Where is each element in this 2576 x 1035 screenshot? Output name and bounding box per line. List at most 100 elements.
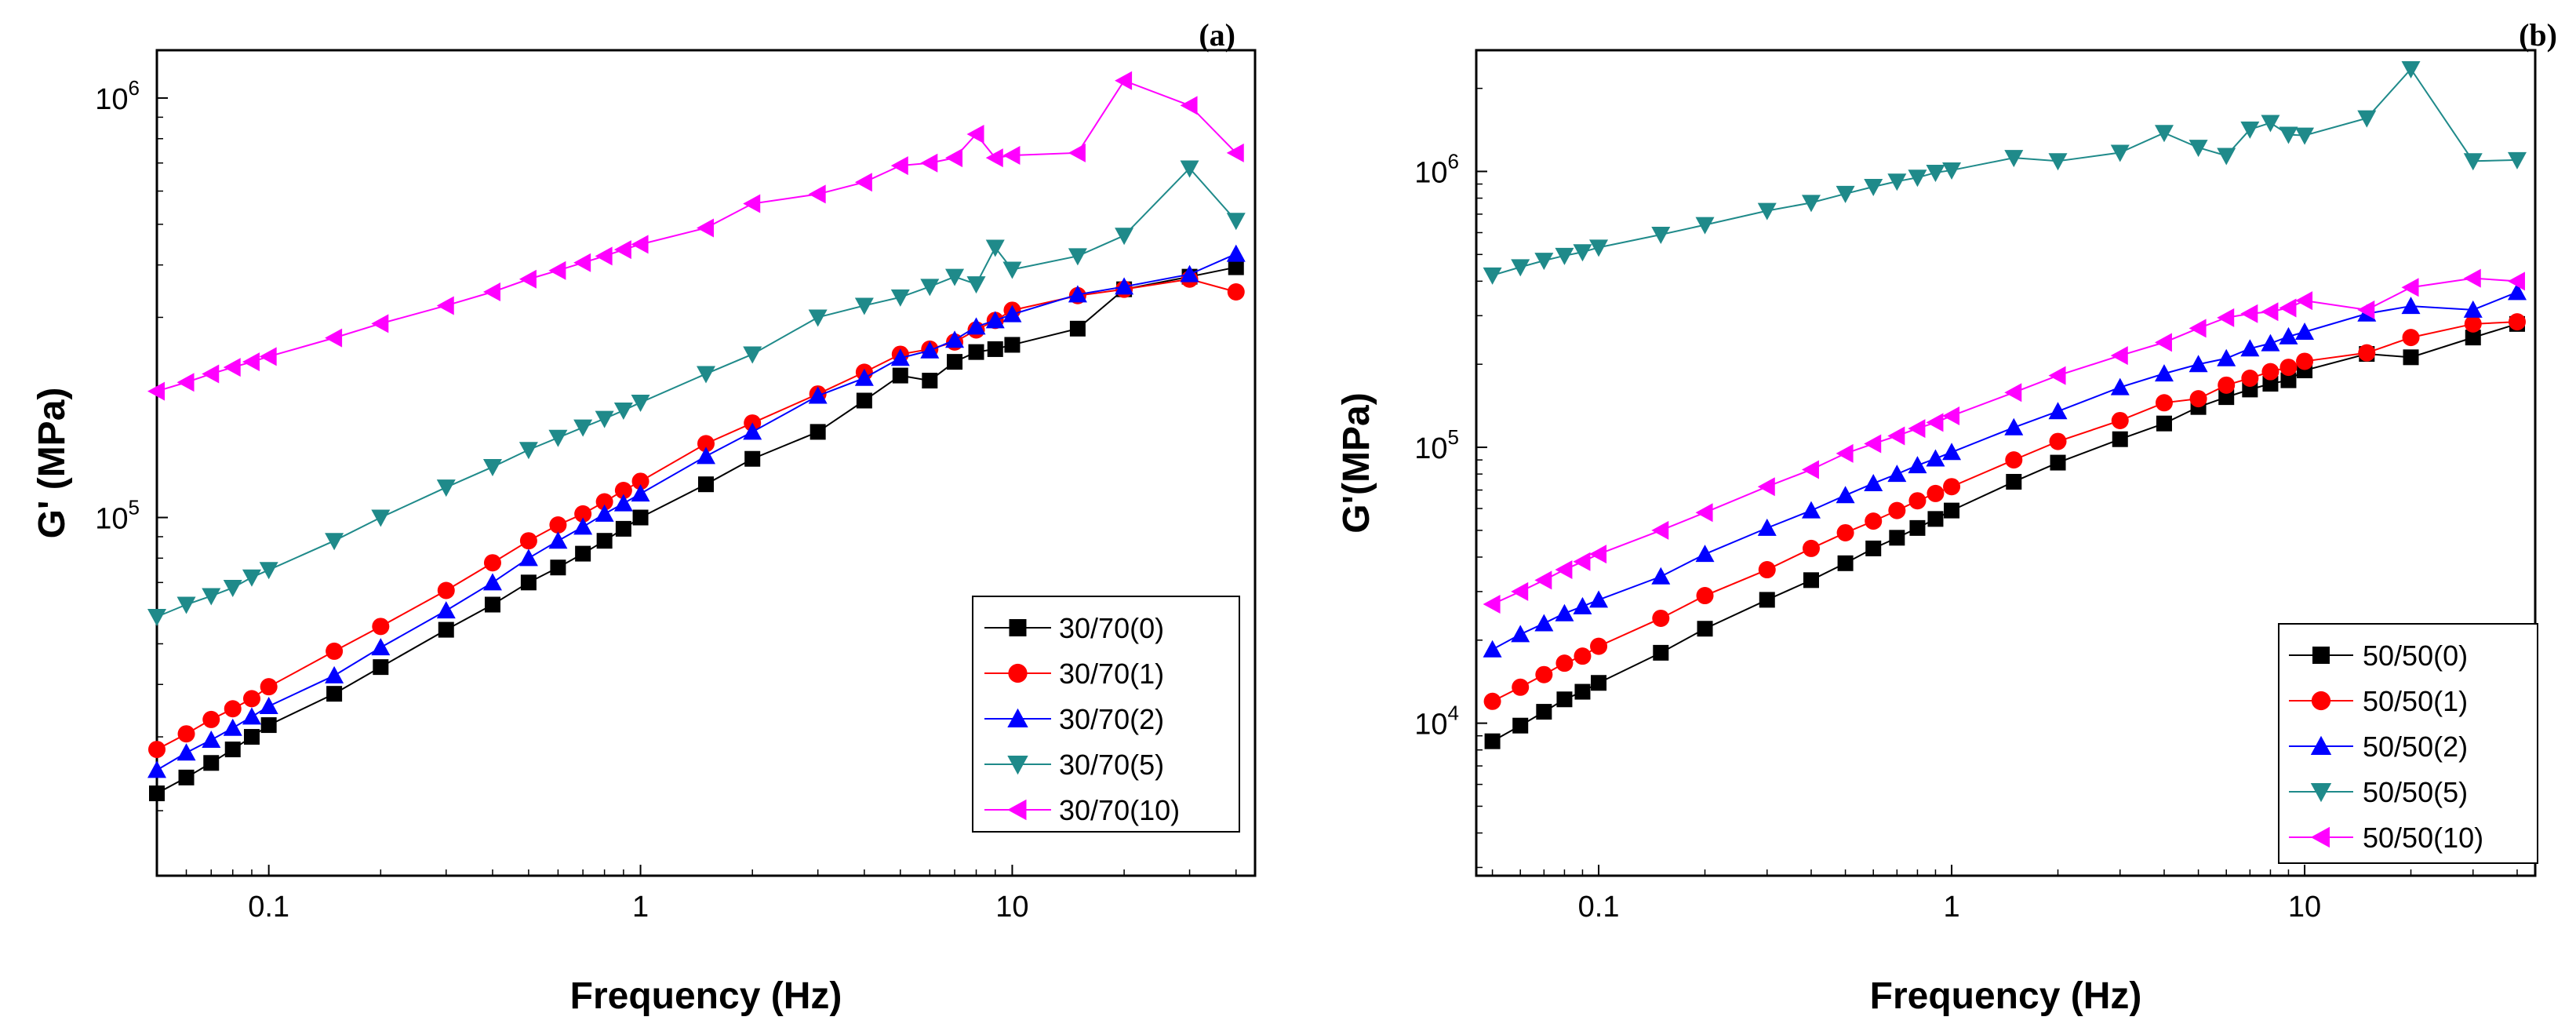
data-point: [1801, 460, 1819, 479]
data-point: [1908, 492, 1927, 510]
data-point: [985, 311, 1005, 329]
y-tick-label: 105: [95, 496, 140, 536]
legend-marker: [1008, 663, 1028, 683]
data-point: [1944, 502, 1960, 519]
data-point: [2261, 363, 2279, 381]
data-point: [1534, 614, 1554, 632]
y-tick-label: 106: [95, 76, 140, 116]
data-point: [1651, 567, 1671, 585]
data-point: [920, 279, 940, 297]
data-point: [892, 367, 908, 384]
data-point: [1068, 248, 1087, 266]
series-line: [1492, 277, 2518, 605]
data-point: [483, 554, 501, 572]
y-tick-label: 104: [1414, 702, 1459, 742]
data-point: [596, 533, 613, 549]
data-point: [243, 729, 260, 745]
data-point: [2261, 333, 2280, 352]
data-point: [223, 358, 241, 377]
data-point: [1836, 486, 1855, 504]
series-layer-a: [147, 71, 1246, 802]
data-point: [2189, 319, 2207, 338]
data-point: [1590, 637, 1608, 655]
data-point: [743, 346, 762, 364]
data-point: [548, 429, 568, 447]
data-point: [2110, 377, 2130, 395]
data-point: [1942, 406, 1960, 425]
data-point: [2241, 370, 2259, 388]
data-point: [325, 328, 343, 348]
legend-entry: 50/50(0): [2289, 640, 2468, 672]
data-point: [1227, 282, 1245, 301]
data-point: [242, 569, 261, 587]
series-line: [1492, 67, 2518, 276]
data-point: [920, 341, 940, 359]
legend-entry: 30/70(5): [984, 749, 1164, 781]
legend-entry: 30/70(0): [984, 612, 1164, 644]
series-layer-b: [1483, 61, 2527, 749]
data-point: [2156, 415, 2172, 432]
data-point: [1926, 449, 1945, 467]
legend-marker: [2310, 826, 2330, 848]
data-point: [1757, 518, 1777, 536]
data-point: [945, 268, 965, 286]
data-point: [856, 392, 872, 409]
data-point: [1865, 540, 1882, 556]
data-point: [2006, 473, 2022, 490]
data-point: [178, 769, 195, 785]
data-point: [1483, 267, 1502, 285]
data-point: [945, 148, 963, 168]
data-point: [325, 533, 344, 551]
data-point: [1653, 644, 1669, 661]
data-point: [1512, 678, 1530, 696]
data-point: [482, 573, 502, 591]
data-point: [148, 741, 166, 759]
data-point: [1180, 264, 1199, 282]
data-point: [2279, 326, 2298, 344]
data-point: [223, 580, 242, 598]
data-point: [854, 297, 874, 315]
data-point: [518, 548, 538, 567]
data-point: [1069, 320, 1086, 337]
data-point: [1573, 244, 1592, 262]
data-point: [2262, 376, 2279, 392]
data-point: [1226, 244, 1246, 262]
series-50/50(2): [1483, 282, 2527, 658]
data-point: [1697, 621, 1713, 637]
data-point: [2189, 140, 2208, 158]
data-point: [808, 184, 826, 204]
data-point: [2048, 366, 2066, 385]
data-point: [482, 459, 502, 477]
data-point: [615, 520, 631, 537]
data-point: [2218, 376, 2236, 394]
data-point: [985, 239, 1005, 257]
legend-a: 30/70(0) 30/70(1) 30/70(2) 30/70(5) 30/70(10…: [972, 596, 1240, 833]
data-point: [1652, 609, 1670, 627]
legend-marker: [2311, 691, 2331, 711]
legend-marker: [2310, 783, 2332, 803]
data-point: [1115, 228, 1134, 246]
data-point: [1757, 202, 1777, 220]
data-point: [2110, 144, 2130, 162]
legend-label: 50/50(1): [2363, 685, 2468, 717]
data-point: [966, 276, 986, 294]
data-point: [890, 156, 908, 176]
data-point: [2189, 390, 2207, 408]
data-point: [613, 240, 631, 260]
plot-frame-a: [155, 49, 1257, 877]
legend-label: 30/70(2): [1059, 703, 1164, 735]
data-point: [242, 707, 261, 725]
series-line: [156, 166, 1237, 618]
data-point: [2507, 282, 2527, 301]
data-point: [202, 710, 220, 728]
legend-label: 30/70(1): [1059, 658, 1164, 690]
data-point: [632, 509, 649, 526]
legend-label: 30/70(0): [1059, 612, 1164, 644]
data-point: [2189, 355, 2208, 373]
data-point: [1909, 519, 1926, 536]
legend-marker: [2312, 647, 2330, 664]
data-point: [1115, 71, 1133, 90]
y-axis-label-a: G' (MPa): [31, 388, 73, 539]
data-point: [1483, 594, 1501, 614]
legend-entry: 50/50(2): [2289, 731, 2468, 763]
